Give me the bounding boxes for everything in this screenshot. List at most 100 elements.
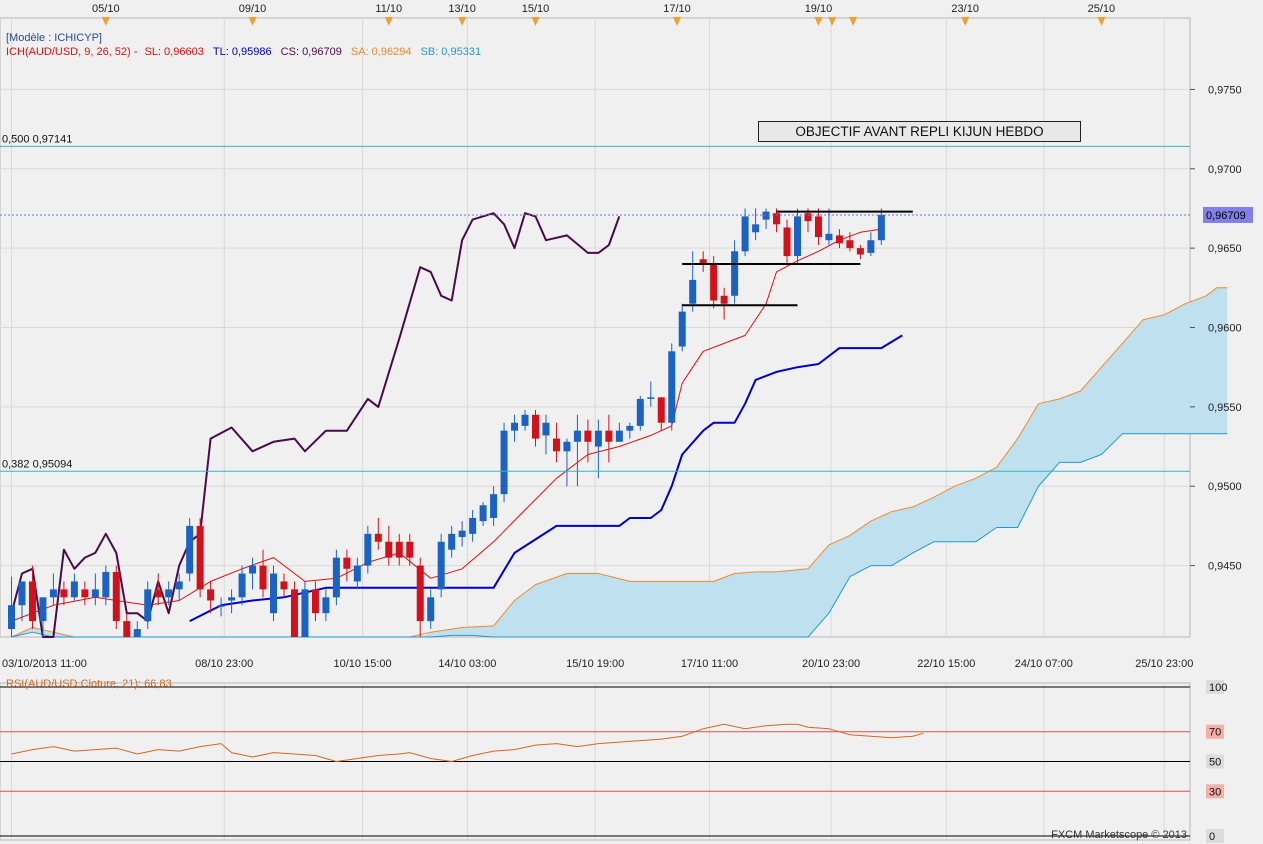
y-tick-label-3: 0,9600 [1208, 323, 1242, 335]
rsi-legend: RSI(AUD/USD.Cloture, 21): 66,83 [6, 678, 172, 690]
y-tick-label-2: 0,9550 [1208, 402, 1242, 414]
candle-body-9 [102, 571, 110, 598]
rsi-tick-bg-4 [1206, 829, 1224, 843]
y-tick-label-5: 0,9700 [1208, 164, 1242, 176]
candle-body-34 [364, 533, 372, 566]
candle-body-56 [594, 430, 602, 447]
candle-body-79 [835, 235, 843, 244]
time-label-6: 20/10 23:00 [802, 658, 860, 670]
candle-body-71 [752, 224, 760, 233]
candle-body-33 [353, 565, 361, 582]
rsi-layer: 100 70 50 30 0 [0, 680, 1227, 843]
candle-body-17 [186, 525, 194, 574]
candle-body-47 [500, 430, 508, 495]
candle-body-41 [437, 541, 445, 590]
candle-body-80 [846, 240, 854, 249]
rsi-tick-label-3: 30 [1209, 786, 1221, 798]
current-price-tag [1203, 206, 1253, 223]
candle-body-6 [70, 581, 78, 598]
time-label-0: 03/10/2013 11:00 [2, 658, 87, 670]
fibo-level-label-1: 0,382 0,95094 [2, 458, 72, 470]
candle-body-51 [542, 422, 550, 436]
candle-body-43 [458, 530, 466, 538]
candle-body-24 [259, 565, 267, 590]
sa-value: SA: 0,96294 [350, 46, 412, 58]
sb-value: SB: 0,95331 [420, 46, 482, 58]
current-price-label: 0,96709 [1206, 210, 1246, 222]
top-date-label-6: 19/10 [805, 3, 833, 15]
candle-body-32 [343, 557, 351, 569]
candle-body-11 [123, 621, 131, 637]
candle-body-7 [81, 589, 89, 598]
candle-body-40 [427, 597, 435, 622]
candle-body-1 [18, 581, 26, 606]
top-date-label-1: 09/10 [239, 3, 267, 15]
candle-body-77 [814, 216, 822, 238]
candle-body-73 [773, 213, 781, 225]
date-marker-1 [248, 17, 257, 26]
time-label-4: 15/10 19:00 [566, 658, 624, 670]
sl-value: SL: 0,96603 [144, 46, 204, 58]
top-date-label-0: 05/10 [92, 3, 120, 15]
date-marker-3 [458, 17, 467, 26]
top-date-label-4: 15/10 [522, 3, 550, 15]
candle-body-76 [804, 213, 812, 222]
candle-body-19 [207, 589, 215, 601]
date-marker-7 [961, 17, 970, 26]
candle-body-14 [154, 589, 162, 598]
y-tick-label-0: 0,9450 [1208, 561, 1242, 573]
time-label-3: 14/10 03:00 [438, 658, 496, 670]
kijun-sen-line [189, 334, 903, 622]
candle-body-4 [49, 589, 57, 598]
top-date-label-8: 25/10 [1088, 3, 1116, 15]
objective-annotation[interactable]: OBJECTIF AVANT REPLI KIJUN HEBDO [758, 121, 1081, 142]
candle-body-72 [762, 211, 770, 220]
candle-body-69 [731, 251, 739, 296]
annotation-layer: 0,500 0,97141 0,382 0,95094 [0, 133, 1190, 472]
candle-body-28 [301, 589, 309, 637]
candle-body-50 [532, 414, 539, 439]
candle-body-81 [856, 248, 864, 255]
candle-body-35 [374, 533, 382, 542]
time-label-5: 17/10 11:00 [681, 658, 738, 670]
candle-body-74 [783, 227, 791, 257]
date-marker-4 [531, 17, 540, 26]
candle-body-27 [290, 589, 298, 637]
candle-body-25 [270, 573, 277, 614]
candle-body-36 [385, 541, 393, 558]
candle-body-12 [133, 629, 141, 637]
candle-body-52 [552, 438, 560, 452]
candle-body-0 [8, 605, 15, 630]
date-marker-8 [1097, 17, 1106, 26]
rsi-tick-bg-1 [1206, 724, 1224, 739]
watermark-label: FXCM Marketscope © 2013 [1051, 829, 1187, 841]
cs-value: CS: 0,96709 [280, 46, 342, 58]
y-tick-label-6: 0,9750 [1208, 84, 1242, 96]
candle-body-26 [280, 581, 288, 590]
candle-body-15 [165, 589, 173, 598]
candle-body-2 [28, 581, 36, 622]
candle-body-44 [469, 517, 477, 534]
candle-body-58 [615, 430, 623, 442]
y-tick-label-4: 0,9650 [1208, 243, 1242, 255]
candle-body-64 [678, 311, 686, 347]
rsi-tick-bg-3 [1206, 784, 1224, 799]
candle-body-13 [144, 589, 152, 622]
model-label: [Modèle : ICHICYP] [6, 32, 102, 44]
rsi-line [11, 723, 924, 763]
candle-body-83 [877, 214, 885, 241]
candle-body-60 [636, 398, 644, 426]
time-label-2: 10/10 15:00 [334, 658, 392, 670]
candle-body-65 [689, 279, 697, 304]
candle-body-22 [238, 573, 246, 598]
candle-body-38 [406, 541, 414, 558]
candle-body-54 [573, 430, 581, 442]
time-label-8: 24/10 07:00 [1015, 658, 1073, 670]
top-date-label-3: 13/10 [448, 3, 476, 15]
candle-body-37 [395, 541, 403, 558]
rsi-tick-bg-2 [1206, 754, 1224, 769]
rsi-tick-bg-0 [1206, 680, 1224, 694]
candle-body-61 [647, 397, 655, 399]
candle-body-3 [39, 597, 47, 622]
rsi-tick-label-2: 50 [1209, 757, 1221, 769]
